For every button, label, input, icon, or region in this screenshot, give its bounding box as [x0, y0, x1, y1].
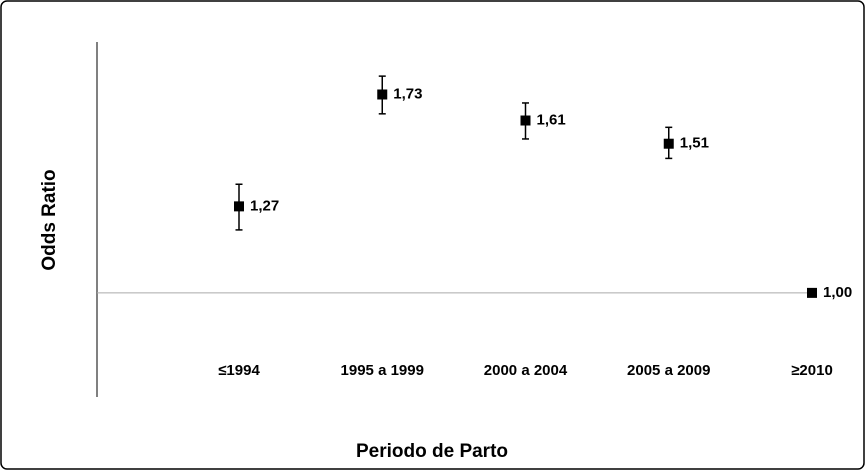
- data-label: 1,00: [823, 284, 852, 301]
- x-axis-title: Periodo de Parto: [356, 441, 508, 462]
- x-tick-label: 2000 a 2004: [484, 362, 568, 379]
- point: [663, 138, 674, 149]
- data-label: 1,73: [393, 85, 422, 102]
- point: [377, 89, 388, 100]
- point: [520, 115, 531, 126]
- data-label: 1,27: [250, 197, 279, 214]
- x-tick-label: ≥2010: [791, 362, 833, 379]
- point: [234, 201, 244, 212]
- point: [807, 287, 817, 298]
- data-label: 1,51: [680, 135, 709, 152]
- x-tick-label: ≤1994: [218, 362, 260, 379]
- data-label: 1,61: [537, 111, 566, 128]
- x-tick-label: 1995 a 1999: [341, 362, 424, 379]
- y-axis-title: Odds Ratio: [39, 169, 60, 270]
- x-tick-label: 2005 a 2009: [627, 362, 710, 379]
